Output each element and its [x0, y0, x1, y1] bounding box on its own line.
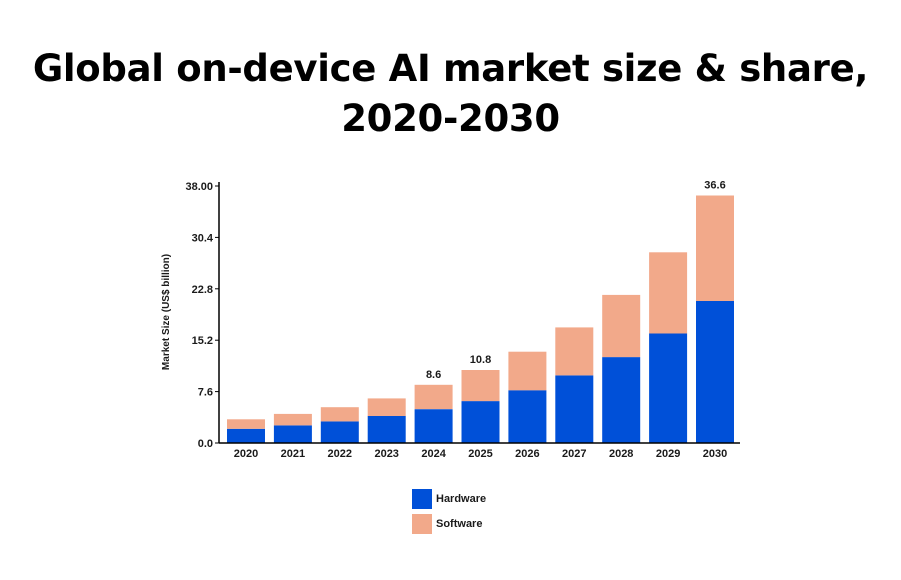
axes-group [218, 182, 740, 444]
x-tick-label-2026: 2026 [515, 448, 539, 460]
bar-software-2024 [414, 384, 453, 410]
bar-software-2029 [649, 252, 688, 334]
y-tick-label-15.2: 15.2 [192, 335, 213, 347]
y-tick-label-30.4: 30.4 [192, 232, 214, 244]
bar-software-2026 [508, 351, 547, 391]
bar-software-2027 [555, 327, 594, 376]
legend-swatch-hardware [412, 489, 432, 509]
bar-software-2021 [273, 413, 312, 426]
legend-item-hardware: Hardware [412, 488, 486, 510]
data-label-2030: 36.6 [704, 180, 725, 192]
bar-hardware-2029 [649, 333, 688, 443]
bar-hardware-2027 [555, 375, 594, 443]
bars-group [227, 195, 734, 443]
y-tick-label-22.8: 22.8 [192, 284, 213, 296]
legend-item-software: Software [412, 513, 486, 535]
x-tick-label-2020: 2020 [234, 448, 258, 460]
chart-title: Global on-device AI market size & share,… [0, 44, 901, 144]
bar-hardware-2025 [461, 401, 500, 443]
bar-hardware-2020 [227, 428, 265, 443]
y-axis-label: Market Size (US$ billion) [161, 254, 172, 370]
bar-hardware-2023 [367, 415, 406, 443]
bar-software-2022 [320, 407, 359, 422]
x-tick-label-2025: 2025 [468, 448, 492, 460]
chart-title-line-2: 2020-2030 [341, 97, 560, 140]
bar-hardware-2030 [696, 301, 734, 443]
chart-title-line-1: Global on-device AI market size & share, [32, 47, 869, 90]
legend: Hardware Software [412, 488, 486, 538]
y-ticks-group: 0.0 7.6 15.2 22.8 30.4 38.00 [185, 181, 219, 450]
x-tick-label-2030: 2030 [703, 448, 727, 460]
x-tick-label-2027: 2027 [562, 448, 586, 460]
data-label-2025: 10.8 [470, 354, 491, 366]
bar-hardware-2026 [508, 390, 547, 443]
bar-hardware-2024 [414, 409, 453, 443]
bar-hardware-2021 [273, 425, 312, 443]
legend-swatch-software [412, 514, 432, 534]
x-tick-label-2029: 2029 [656, 448, 680, 460]
legend-label-hardware: Hardware [436, 493, 487, 505]
y-tick-label-0.0: 0.0 [198, 438, 213, 450]
x-tick-label-2024: 2024 [421, 448, 446, 460]
bar-hardware-2022 [320, 421, 359, 443]
y-tick-label-38.00: 38.00 [185, 181, 213, 193]
x-tick-label-2021: 2021 [281, 448, 305, 460]
x-tick-label-2022: 2022 [328, 448, 352, 460]
bar-software-2020 [227, 419, 265, 429]
x-ticks-group: 2020 2021 2022 2023 2024 2025 2026 2027 2028 2029… [234, 448, 727, 460]
data-label-2024: 8.6 [426, 369, 441, 381]
annotations-group: 8.6 10.8 36.6 [426, 180, 726, 381]
bar-software-2025 [461, 370, 500, 402]
bar-software-2023 [367, 398, 406, 416]
legend-label-software: Software [436, 518, 483, 530]
bar-software-2028 [602, 294, 641, 358]
x-tick-label-2023: 2023 [374, 448, 398, 460]
x-tick-label-2028: 2028 [609, 448, 633, 460]
bar-software-2030 [696, 195, 734, 301]
bar-hardware-2028 [602, 357, 641, 443]
y-tick-label-7.6: 7.6 [198, 387, 213, 399]
